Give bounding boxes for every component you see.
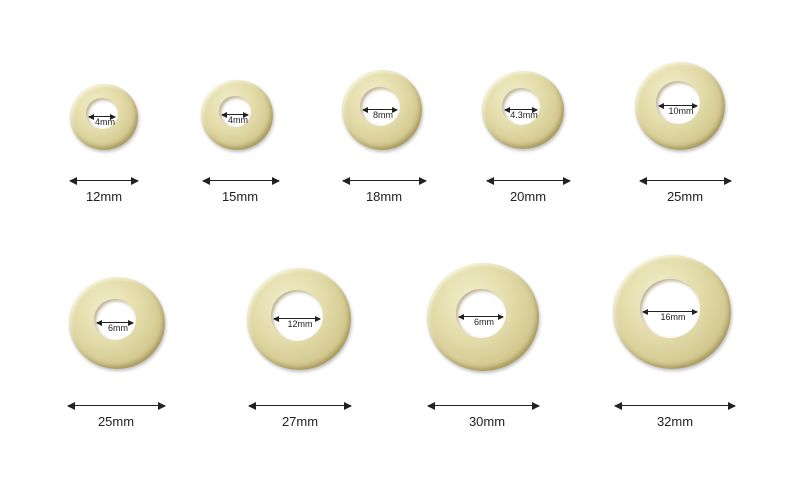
outer-diameter-label: 20mm — [509, 189, 547, 204]
inner-diameter-label: 12mm — [287, 319, 313, 329]
washer-image — [613, 255, 731, 369]
inner-diameter-label: 4.3mm — [510, 110, 538, 120]
inner-diameter-arrow — [362, 106, 398, 113]
outer-diameter-label: 30mm — [468, 414, 506, 429]
outer-diameter-label: 27mm — [281, 414, 319, 429]
outer-diameter-arrow — [69, 176, 139, 185]
outer-diameter-label: 25mm — [97, 414, 135, 429]
washer-hole — [640, 279, 700, 338]
inner-diameter-label: 16mm — [660, 312, 686, 322]
outer-diameter-arrow — [248, 401, 352, 410]
inner-diameter-arrow — [273, 315, 321, 322]
outer-diameter-arrow — [67, 401, 166, 410]
inner-diameter-arrow — [88, 113, 116, 120]
outer-diameter-arrow — [342, 176, 427, 185]
outer-diameter-label: 18mm — [365, 189, 403, 204]
inner-diameter-arrow — [504, 106, 538, 113]
inner-diameter-arrow — [658, 102, 698, 109]
washer-image — [427, 263, 539, 371]
washer-image — [342, 70, 422, 150]
outer-diameter-label: 25mm — [666, 189, 704, 204]
outer-diameter-label: 32mm — [656, 414, 694, 429]
outer-diameter-arrow — [614, 401, 736, 410]
inner-diameter-label: 10mm — [668, 106, 694, 116]
inner-diameter-label: 8mm — [373, 110, 393, 120]
inner-diameter-label: 6mm — [108, 323, 128, 333]
outer-diameter-arrow — [486, 176, 571, 185]
inner-diameter-arrow — [642, 308, 698, 315]
inner-diameter-label: 4mm — [95, 117, 115, 127]
outer-diameter-arrow — [202, 176, 280, 185]
outer-diameter-label: 12mm — [85, 189, 123, 204]
outer-diameter-label: 15mm — [221, 189, 259, 204]
inner-diameter-label: 6mm — [474, 317, 494, 327]
outer-diameter-arrow — [427, 401, 540, 410]
washer-hole — [456, 289, 506, 338]
outer-diameter-arrow — [639, 176, 732, 185]
inner-diameter-label: 4mm — [228, 115, 248, 125]
washer-image — [247, 268, 351, 370]
inner-diameter-arrow — [458, 313, 504, 320]
inner-diameter-arrow — [221, 111, 249, 118]
washer-image — [635, 62, 725, 150]
washer-hole — [271, 290, 323, 341]
inner-diameter-arrow — [96, 319, 134, 326]
